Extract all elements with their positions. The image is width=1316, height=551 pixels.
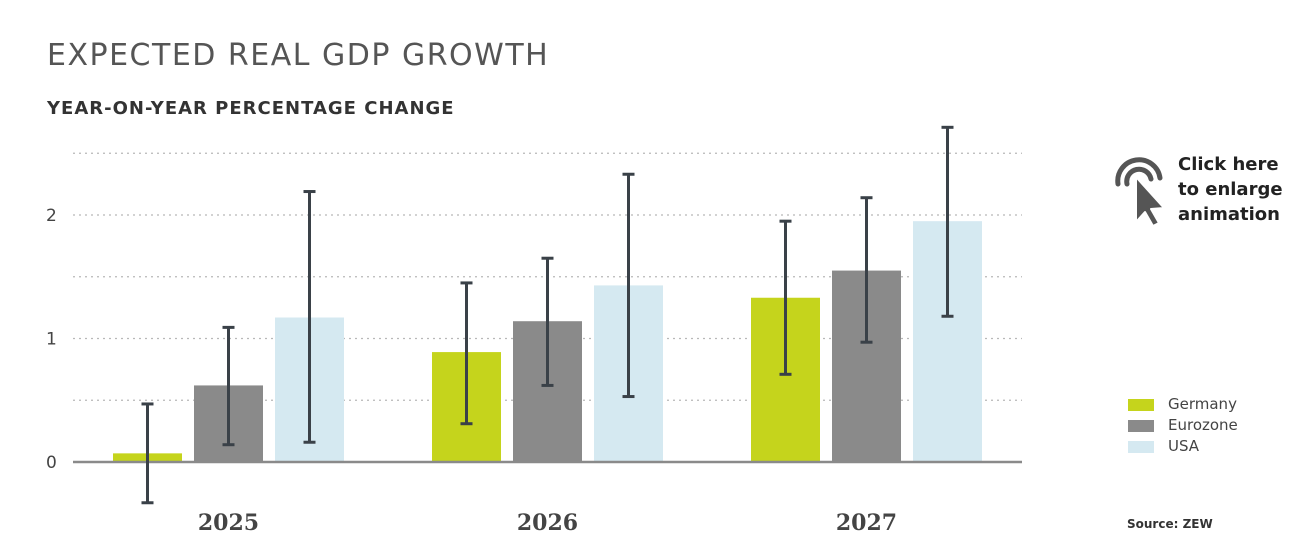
error-bar-usa-2027 — [941, 125, 954, 318]
error-bar-germany-2025 — [141, 402, 154, 505]
legend-swatch-eurozone — [1128, 420, 1154, 432]
chart-subtitle: YEAR-ON-YEAR PERCENTAGE CHANGE — [47, 98, 455, 119]
enlarge-text-line-3: animation — [1178, 204, 1280, 225]
legend-label-germany: Germany — [1168, 395, 1237, 413]
legend-item-usa: USA — [1128, 437, 1278, 458]
y-tick-label: 1 — [46, 330, 57, 350]
error-bar-eurozone-2026 — [541, 256, 554, 387]
error-bar-eurozone-2027 — [860, 196, 873, 344]
y-tick-label: 0 — [46, 453, 57, 473]
error-bar-usa-2025 — [303, 190, 316, 444]
y-tick-label: 2 — [46, 206, 57, 226]
x-category-label: 2027 — [836, 510, 897, 536]
source-note: Source: ZEW — [1127, 517, 1213, 531]
error-bars — [141, 125, 954, 505]
axis-labels: 0 1 2 2025 2026 2027 — [46, 206, 897, 536]
enlarge-text-line-2: to enlarge — [1178, 179, 1283, 200]
legend-item-germany: Germany — [1128, 395, 1278, 416]
enlarge-animation-button[interactable]: Click here to enlarge animation — [1108, 148, 1308, 228]
error-bar-usa-2026 — [622, 172, 635, 399]
legend-label-usa: USA — [1168, 437, 1200, 455]
legend: Germany Eurozone USA — [1128, 395, 1278, 458]
error-bar-germany-2027 — [779, 219, 792, 376]
legend-item-eurozone: Eurozone — [1128, 416, 1278, 437]
chart-title: EXPECTED REAL GDP GROWTH — [47, 38, 550, 73]
pointer-click-icon — [1115, 157, 1165, 226]
legend-label-eurozone: Eurozone — [1168, 416, 1238, 434]
enlarge-text-line-1: Click here — [1178, 154, 1279, 175]
x-category-label: 2026 — [517, 510, 578, 536]
error-bar-eurozone-2025 — [222, 325, 235, 447]
x-category-label: 2025 — [198, 510, 259, 536]
legend-swatch-germany — [1128, 399, 1154, 411]
error-bar-germany-2026 — [460, 281, 473, 426]
legend-swatch-usa — [1128, 441, 1154, 453]
enlarge-text: Click here to enlarge animation — [1178, 152, 1308, 227]
